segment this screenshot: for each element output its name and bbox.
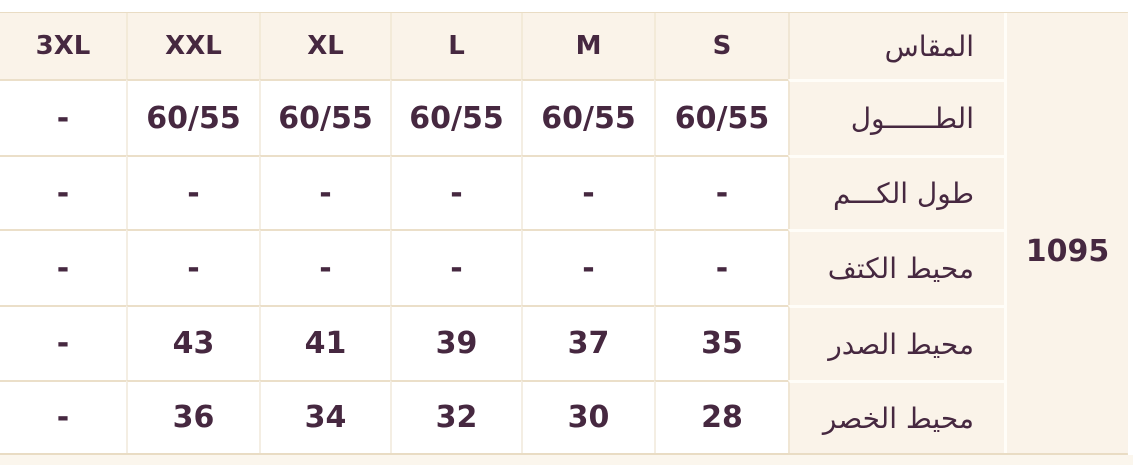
measure-label-chest: محيط الصدر bbox=[788, 305, 1004, 380]
value-cell: - bbox=[259, 229, 390, 305]
size-label-header: المقاس bbox=[788, 13, 1004, 79]
value-cell: 39 bbox=[390, 305, 521, 380]
value-cell: - bbox=[0, 229, 126, 305]
value-cell: 60/55 bbox=[259, 79, 390, 155]
size-chart-table: 1095 3XL XXL XL L M S المقاس - 60/55 60/… bbox=[0, 12, 1128, 455]
value-cell: 36 bbox=[126, 380, 259, 453]
measure-label-sleeve: طول الكـــم bbox=[788, 155, 1004, 229]
size-header-3xl: 3XL bbox=[0, 13, 126, 79]
side-number-cell: 1095 bbox=[1004, 13, 1128, 453]
value-cell: - bbox=[126, 229, 259, 305]
value-cell: - bbox=[390, 155, 521, 229]
value-cell: 41 bbox=[259, 305, 390, 380]
value-cell: - bbox=[126, 155, 259, 229]
value-cell: - bbox=[0, 79, 126, 155]
top-margin bbox=[0, 0, 1133, 12]
value-cell: 60/55 bbox=[390, 79, 521, 155]
value-cell: 34 bbox=[259, 380, 390, 453]
size-header-s: S bbox=[654, 13, 788, 79]
value-cell: 32 bbox=[390, 380, 521, 453]
value-cell: - bbox=[0, 155, 126, 229]
value-cell: 37 bbox=[521, 305, 654, 380]
value-cell: - bbox=[654, 229, 788, 305]
value-cell: 35 bbox=[654, 305, 788, 380]
size-header-xl: XL bbox=[259, 13, 390, 79]
value-cell: 60/55 bbox=[521, 79, 654, 155]
size-header-xxl: XXL bbox=[126, 13, 259, 79]
value-cell: - bbox=[521, 229, 654, 305]
value-cell: 60/55 bbox=[126, 79, 259, 155]
value-cell: 30 bbox=[521, 380, 654, 453]
measure-label-length: الطــــــول bbox=[788, 79, 1004, 155]
value-cell: - bbox=[390, 229, 521, 305]
value-cell: - bbox=[654, 155, 788, 229]
measure-label-shoulder: محيط الكتف bbox=[788, 229, 1004, 305]
value-cell: 43 bbox=[126, 305, 259, 380]
size-header-l: L bbox=[390, 13, 521, 79]
size-header-m: M bbox=[521, 13, 654, 79]
value-cell: - bbox=[0, 305, 126, 380]
value-cell: - bbox=[0, 380, 126, 453]
value-cell: 28 bbox=[654, 380, 788, 453]
value-cell: - bbox=[521, 155, 654, 229]
value-cell: - bbox=[259, 155, 390, 229]
measure-label-waist: محيط الخصر bbox=[788, 380, 1004, 453]
bottom-margin bbox=[0, 455, 1133, 465]
value-cell: 60/55 bbox=[654, 79, 788, 155]
